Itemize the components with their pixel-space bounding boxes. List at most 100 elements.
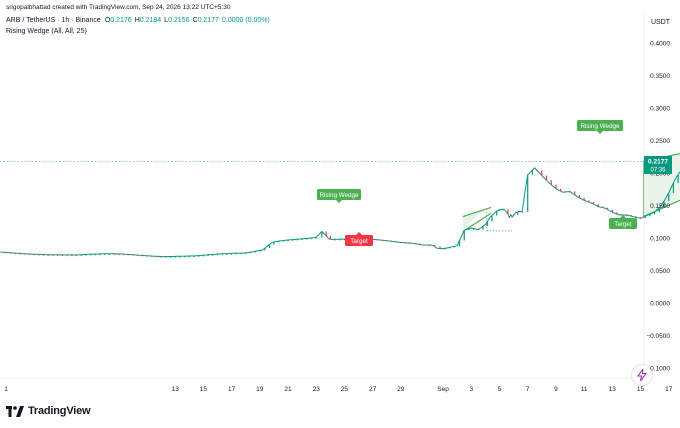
wedge2-target-box — [609, 218, 637, 229]
ohlc-item: L0.2156 — [164, 17, 189, 24]
ohlc-value: 0.0000 (0.00%) — [221, 17, 270, 24]
candle — [536, 170, 538, 172]
candle — [202, 255, 204, 257]
time-tick-label: 5 — [498, 386, 502, 393]
candle — [80, 254, 82, 256]
chart-credit: srigopalbhattad created with TradingView… — [6, 4, 231, 11]
symbol-label[interactable]: ARB / TetherUS · 1h · Binance — [6, 17, 101, 24]
candle — [174, 256, 176, 258]
wedge1-target[interactable]: Target — [345, 232, 373, 246]
candle — [574, 191, 576, 195]
candle — [90, 254, 92, 256]
wedge2-label[interactable]: Rising Wedge — [577, 120, 623, 134]
candle — [434, 244, 436, 247]
indicator-label[interactable]: Rising Wedge (All, All, 25) — [6, 28, 87, 35]
candle — [498, 209, 501, 211]
candle — [564, 191, 566, 193]
price-tick-label: 0.3000 — [650, 105, 670, 112]
candle — [315, 237, 317, 239]
candle — [658, 207, 660, 213]
time-tick-label: 25 — [341, 386, 349, 393]
candle — [47, 254, 49, 256]
candle — [207, 254, 209, 257]
ohlc-item: C0.2177 — [193, 17, 219, 24]
candle — [278, 241, 280, 243]
candle — [325, 231, 327, 236]
price-tick-label: 0.1500 — [650, 203, 670, 210]
wedge2-label-pointer — [597, 131, 603, 134]
candle — [486, 221, 489, 227]
wedge2-target[interactable]: Target — [609, 215, 637, 229]
time-axis-ticks[interactable]: 1131517192123252729Sep357911131517192123 — [4, 386, 680, 393]
candle — [639, 217, 642, 219]
time-tick-label: 17 — [665, 386, 673, 393]
tradingview-logo-text: TradingView — [28, 405, 91, 417]
candle — [71, 254, 73, 257]
candle — [677, 174, 679, 184]
tradingview-logo[interactable]: TradingView — [6, 405, 91, 417]
candle — [376, 239, 378, 241]
candle — [654, 212, 656, 215]
chart-annotations: Rising Wedge Target Rising Wedge Target — [317, 120, 637, 246]
candle — [160, 256, 162, 258]
lightning-icon[interactable] — [632, 365, 652, 385]
candle — [85, 254, 87, 256]
candle — [273, 241, 275, 245]
candle — [118, 253, 120, 256]
candle — [649, 214, 651, 217]
candle — [444, 248, 446, 250]
candle — [23, 253, 26, 255]
candle — [482, 226, 484, 230]
candle — [555, 184, 557, 189]
wedge1-label-box — [317, 189, 361, 200]
candle — [545, 175, 548, 181]
candle — [611, 209, 613, 213]
price-axis-ticks[interactable]: 0.40000.35000.30000.25000.20000.15000.10… — [646, 40, 670, 372]
candle — [527, 174, 529, 212]
candle — [386, 240, 388, 242]
candle — [155, 256, 157, 258]
currency-label[interactable]: USDT — [650, 19, 670, 26]
candle — [477, 228, 479, 230]
time-tick-label: 19 — [256, 386, 264, 393]
time-tick-label: 7 — [526, 386, 530, 393]
candle — [231, 253, 233, 255]
wedge1-label[interactable]: Rising Wedge — [317, 189, 361, 203]
candle — [151, 255, 153, 257]
candle — [569, 191, 571, 193]
price-tick-label: 0.0000 — [650, 300, 670, 307]
candle — [597, 204, 599, 207]
ohlc-value: 0.2156 — [168, 17, 190, 24]
wedge1-label-pointer — [336, 200, 342, 203]
candle — [254, 251, 256, 253]
ohlc-key: L — [164, 17, 169, 24]
candle — [517, 211, 519, 215]
time-tick-label: 15 — [637, 386, 645, 393]
candle — [99, 253, 101, 256]
candle — [635, 216, 637, 218]
candle — [75, 254, 78, 257]
price-tick-label: 0.2500 — [650, 138, 670, 145]
candle — [179, 256, 181, 258]
candle — [221, 253, 223, 255]
price-tick-label: 0.0500 — [650, 268, 670, 275]
candle — [287, 239, 289, 242]
candle — [94, 254, 96, 256]
wedge-trendline — [462, 206, 492, 218]
price-tag-value: 0.2177 — [648, 158, 668, 165]
candle — [521, 211, 523, 213]
candle — [28, 253, 30, 255]
candle — [19, 253, 21, 255]
wedge1-target-box — [345, 235, 373, 246]
candle — [550, 180, 552, 185]
candle — [169, 256, 172, 258]
candle — [113, 253, 115, 256]
candle — [296, 239, 298, 241]
time-tick-label: 13 — [172, 386, 180, 393]
symbol-ohlc-line: ARB / TetherUS · 1h · Binance O0.2176 H0.2… — [6, 16, 270, 26]
time-tick-label: Sep — [437, 386, 449, 393]
candle — [14, 252, 16, 254]
candle — [321, 231, 323, 238]
ohlc-key: O — [104, 17, 111, 24]
